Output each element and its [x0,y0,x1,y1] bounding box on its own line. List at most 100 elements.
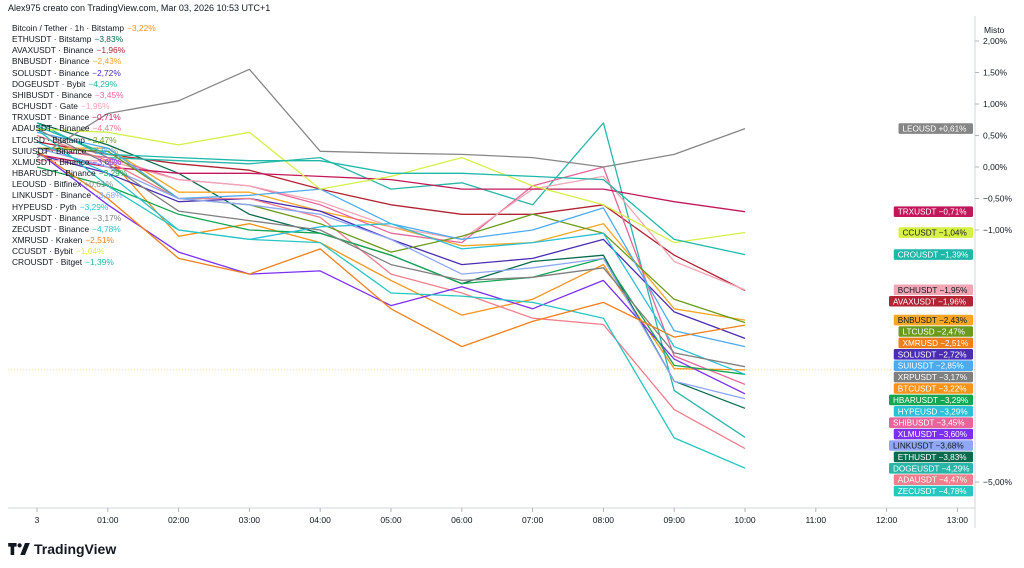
last-value-badge-xmrusd[interactable]: XMRUSD −2,51% [898,337,974,349]
legend-item-adausdt[interactable]: ADAUSDT · Binance −4,47% [12,123,156,134]
badge-label: HYPEUSD −3,29% [898,407,968,416]
last-value-badge-trxusdt[interactable]: TRXUSDT −0,71% [893,206,973,218]
legend-item-suiusdt[interactable]: SUIUSDT · Binance −2,85% [12,146,156,157]
series-line-hbarusdt[interactable] [36,166,746,375]
series-line-adausdt[interactable] [36,134,746,450]
last-value-badge-suiusdt[interactable]: SUIUSDT −2,85% [893,360,973,371]
legend-item-trxusdt[interactable]: TRXUSDT · Binance −0,71% [12,112,156,123]
last-value-badge-zecusdt[interactable]: ZECUSDT −4,78% [893,485,973,497]
badge-label: LEOUSD +0,61% [903,125,967,134]
last-value-badge-crousdt[interactable]: CROUSDT −1,39% [893,249,973,260]
legend-change: −2,85% [89,145,118,156]
legend-item-linkusdt[interactable]: LINKUSDT · Binance −3,68% [12,190,156,201]
badge-label: ETHUSDT −3,83% [898,453,967,462]
last-value-badge-xrpusdt[interactable]: XRPUSDT −3,17% [893,371,973,383]
last-value-badge-hypeusd[interactable]: HYPEUSD −3,29% [893,405,973,417]
series-line-xmrusd[interactable] [36,150,746,348]
series-line-linkusdt[interactable] [36,147,746,400]
series-line-crousdt[interactable] [36,125,746,256]
legend-item-leousd[interactable]: LEOUSD · Bitfinex +0,61% [12,179,156,190]
legend-symbol: XRPUSDT · Binance [12,212,90,223]
series-line-zecusdt[interactable] [36,128,746,469]
legend-symbol: HBARUSDT · Binance [12,168,96,179]
legend-change: −1,04% [75,246,105,257]
series-line-hypeusd[interactable] [36,141,746,375]
series-line-xlmusdt[interactable] [36,150,746,395]
last-value-badge-btcusdt[interactable]: BTCUSDT −3,22% [893,383,973,394]
legend-item-btcusdt[interactable]: Bitcoin / Tether · 1h · Bitstamp −3,22% [12,23,156,34]
last-value-badge-xlmusdt[interactable]: XLMUSDT −3,60% [893,428,973,440]
legend-symbol: CCUSDT · Bybit [12,246,73,257]
legend-item-xrpusdt[interactable]: XRPUSDT · Binance −3,17% [12,213,156,224]
series-line-shibusdt[interactable] [36,147,746,386]
legend-symbol: LTCUSD · Bitstamp [12,134,85,145]
legend-change: −3,60% [92,156,122,167]
series-line-ltcusd[interactable] [36,147,746,324]
legend-change: −3,17% [92,212,122,223]
series-line-avaxusdt[interactable] [36,141,746,292]
badge-label: AVAXUSDT −1,96% [893,297,966,306]
x-tick-label: 01:00 [97,515,119,525]
legend-symbol: Bitcoin / Tether · 1h · Bitstamp [12,23,125,33]
series-line-leousd[interactable] [36,68,746,168]
badge-label: XRPUSDT −3,17% [898,373,967,382]
last-value-badge-ltcusd[interactable]: LTCUSD −2,47% [898,326,974,337]
last-value-badge-dogeusdt[interactable]: DOGEUSDT −4,29% [889,462,973,474]
last-value-badge-bnbusdt[interactable]: BNBUSDT −2,43% [893,314,973,326]
legend-item-xlmusdt[interactable]: XLMUSDT · Binance −3,60% [12,157,156,168]
last-value-badge-shibusdt[interactable]: SHIBUSDT −3,45% [889,417,973,428]
last-value-badge-solusdt[interactable]: SOLUSDT −2,72% [893,348,973,360]
badge-label: BNBUSDT −2,43% [898,316,967,325]
last-value-badge-bchusdt[interactable]: BCHUSDT −1,95% [893,284,973,296]
legend-item-bchusdt[interactable]: BCHUSDT · Gate −1,95% [12,101,156,112]
series-line-dogeusdt[interactable] [36,122,746,438]
badge-label: SUIUSDT −2,85% [898,362,964,371]
legend-item-hbarusdt[interactable]: HBARUSDT · Binance −3,29% [12,168,156,179]
x-tick-label: 3 [35,515,40,525]
legend-symbol: AVAXUSDT · Binance [12,45,94,56]
legend-item-shibusdt[interactable]: SHIBUSDT · Binance −3,45% [12,90,156,101]
legend-symbol: ETHUSDT · Bitstamp [12,34,92,45]
legend-symbol: XMRUSD · Kraken [12,234,83,245]
legend-item-dogeusdt[interactable]: DOGEUSDT · Bybit −4,29% [12,79,156,90]
last-value-badge-hbarusdt[interactable]: HBARUSDT −3,29% [889,394,973,406]
badge-background [893,284,973,296]
legend-symbol: SOLUSDT · Binance [12,67,90,78]
legend-change: −2,51% [85,234,114,245]
badge-label: LINKUSDT −3,68% [893,441,964,450]
badge-background [889,440,973,451]
badge-label: LTCUSD −2,47% [903,327,965,336]
badge-background [893,314,973,326]
legend-change: −4,47% [92,123,122,134]
last-value-badge-leousd[interactable]: LEOUSD +0,61% [898,123,974,134]
last-value-badge-ccusdt[interactable]: CCUSDT −1,04% [898,227,974,238]
legend-item-zecusdt[interactable]: ZECUSDT · Binance −4,78% [12,224,156,235]
legend-item-ltcusd[interactable]: LTCUSD · Bitstamp −2,47% [12,135,156,146]
last-value-badge-linkusdt[interactable]: LINKUSDT −3,68% [889,440,973,451]
badge-background [893,485,973,497]
series-line-xrpusdt[interactable] [36,128,746,368]
series-line-trxusdt[interactable] [36,153,746,213]
badge-background [893,371,973,383]
legend-change: −3,83% [94,34,124,45]
legend-item-bnbusdt[interactable]: BNBUSDT · Binance −2,43% [12,56,156,67]
badge-label: TRXUSDT −0,71% [898,208,967,217]
series-line-bchusdt[interactable] [37,160,746,291]
legend-item-solusdt[interactable]: SOLUSDT · Binance −2,72% [12,68,156,79]
last-value-badge-avaxusdt[interactable]: AVAXUSDT −1,96% [889,295,973,307]
legend-item-hypeusd[interactable]: HYPEUSD · Pyth −3,29% [12,202,156,213]
legend-item-ethusdt[interactable]: ETHUSDT · Bitstamp −3,83% [12,34,156,45]
legend-symbol: DOGEUSDT · Bybit [12,78,86,89]
last-value-badge-ethusdt[interactable]: ETHUSDT −3,83% [893,451,973,463]
legend-item-xmrusd[interactable]: XMRUSD · Kraken −2,51% [12,235,156,246]
badge-label: SHIBUSDT −3,45% [893,419,965,428]
legend-item-avaxusdt[interactable]: AVAXUSDT · Binance −1,96% [12,45,156,56]
legend-item-ccusdt[interactable]: CCUSDT · Bybit −1,04% [12,246,156,257]
series-line-ccusdt[interactable] [36,128,746,244]
last-value-badge-adausdt[interactable]: ADAUSDT −4,47% [893,474,973,485]
scale-mode-label[interactable]: Misto [984,25,1005,35]
legend-item-crousdt[interactable]: CROUSDT · Bitget −1,39% [12,257,156,268]
legend-change: −1,39% [85,257,114,268]
badge-background [889,462,973,474]
